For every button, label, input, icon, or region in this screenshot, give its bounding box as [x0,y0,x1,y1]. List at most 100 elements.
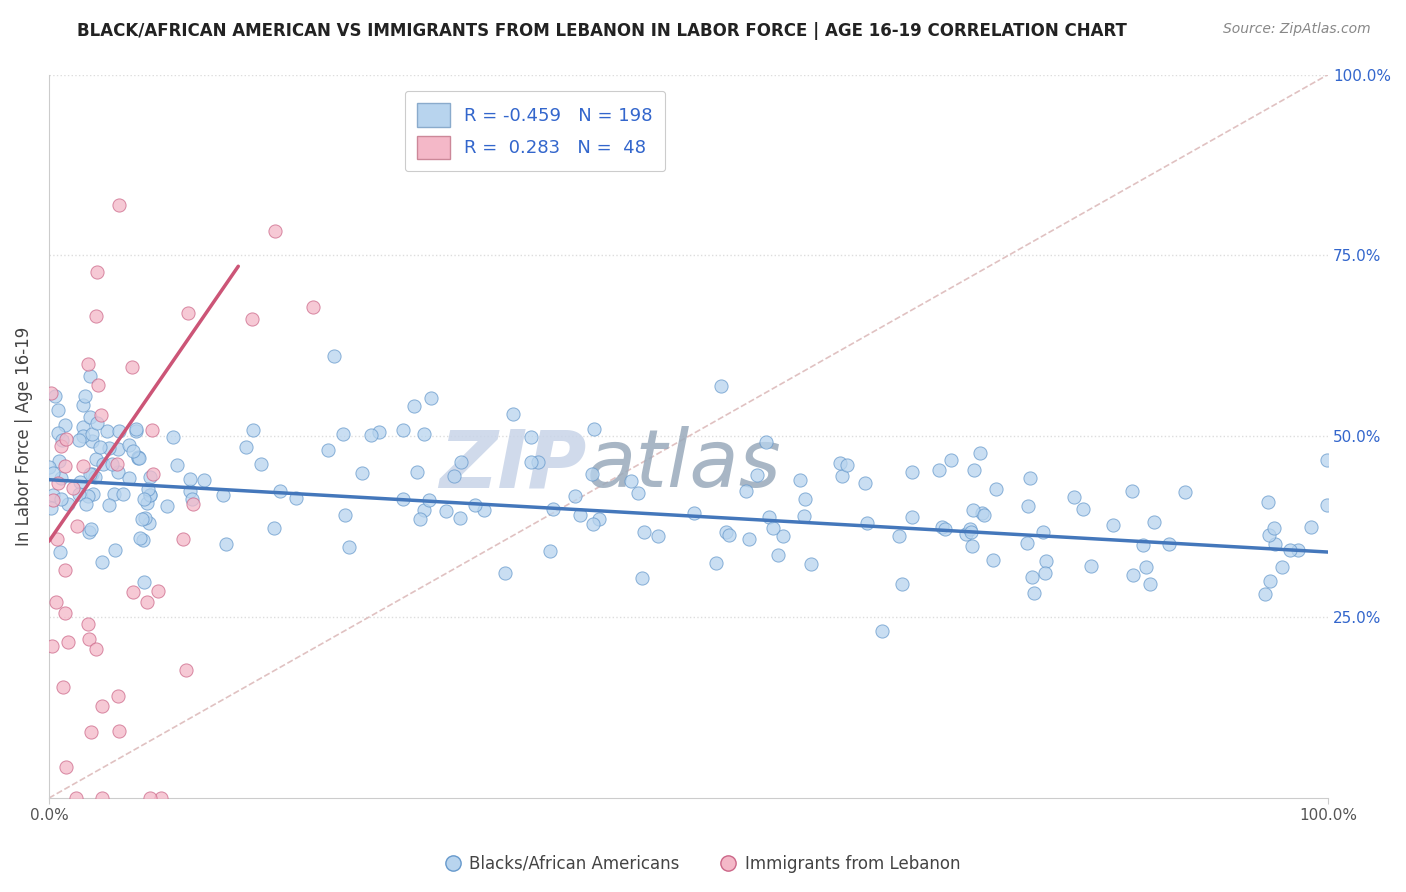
Point [48,545,70,559]
Point [360,428,382,442]
Point [831,468,853,483]
Point [79,467,101,482]
Point [108,198,131,212]
Point [127,450,149,465]
Point [800,557,823,571]
Point [67,486,90,500]
Point [1260,574,1282,589]
Point [128,451,150,466]
Point [84,309,107,323]
Point [1264,536,1286,550]
Point [970,507,993,521]
Point [1080,559,1102,574]
Point [79,369,101,384]
Point [1257,494,1279,508]
Point [98,441,121,455]
Point [97,498,120,512]
Point [67,433,90,447]
Point [80,724,103,739]
Point [1033,566,1056,581]
Point [434,504,457,518]
Point [409,512,432,526]
Point [1286,542,1309,557]
Point [837,458,859,472]
Point [38,459,60,474]
Point [42,466,65,480]
Point [392,491,415,506]
Point [127,450,149,464]
Point [51,433,73,447]
Point [263,521,285,535]
Point [269,484,291,499]
Point [179,471,201,485]
Point [83,470,105,484]
Text: atlas: atlas [586,426,780,504]
Point [111,487,134,501]
Point [986,482,1008,496]
Point [335,508,357,522]
Point [647,528,669,542]
Point [90,791,112,805]
Point [139,791,162,805]
Point [627,486,650,500]
Point [107,724,129,739]
Point [215,537,238,551]
Point [302,300,325,314]
Point [1271,560,1294,574]
Point [105,458,128,472]
Point [77,489,100,503]
Point [494,566,516,581]
Point [142,467,165,481]
Point [66,518,89,533]
Point [420,392,443,406]
Point [72,420,94,434]
Point [856,516,879,531]
Point [46,475,69,490]
Point [42,492,65,507]
Point [928,463,950,477]
Point [91,555,114,569]
Point [316,443,339,458]
Point [541,501,564,516]
Point [682,507,704,521]
Point [755,435,778,450]
Point [704,556,727,570]
Point [77,524,100,539]
Point [235,440,257,454]
Point [139,488,162,502]
Point [1263,521,1285,535]
Point [46,425,69,440]
Point [174,663,197,677]
Point [981,553,1004,567]
Point [449,511,471,525]
Point [853,475,876,490]
Point [53,606,76,620]
Point [582,516,605,531]
Point [166,458,188,472]
Point [520,430,543,444]
Point [332,427,354,442]
Point [527,455,550,469]
Point [264,224,287,238]
Point [1024,585,1046,599]
Point [901,466,924,480]
Point [323,349,346,363]
Point [538,544,561,558]
Point [1254,587,1277,601]
Point [108,424,131,438]
Point [56,497,79,511]
Point [90,408,112,422]
Point [1018,471,1040,485]
Point [412,503,434,517]
Point [162,430,184,444]
Point [55,433,77,447]
Point [179,484,201,499]
Point [138,516,160,530]
Point [1139,577,1161,591]
Legend: Blacks/African Americans, Immigrants from Lebanon: Blacks/African Americans, Immigrants fro… [439,848,967,880]
Point [82,467,104,482]
Point [122,443,145,458]
Point [46,402,69,417]
Point [121,360,143,375]
Point [738,532,761,546]
